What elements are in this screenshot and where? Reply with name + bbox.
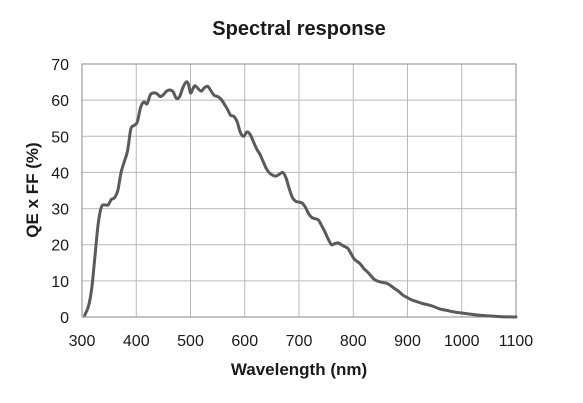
y-tick-label-60: 60 — [51, 93, 69, 110]
x-tick-label-900: 900 — [394, 333, 421, 350]
x-tick-label-400: 400 — [123, 333, 150, 350]
x-tick-label-1000: 1000 — [444, 333, 480, 350]
x-tick-label-300: 300 — [69, 333, 96, 350]
x-tick-label-600: 600 — [231, 333, 258, 350]
x-tick-label-800: 800 — [340, 333, 367, 350]
series-layer — [83, 80, 518, 319]
x-tick-label-1100: 1100 — [499, 333, 534, 350]
y-tick-label-50: 50 — [51, 129, 69, 146]
x-axis-tick-labels: 300 400 500 600 700 800 900 1000 1100 — [69, 333, 534, 350]
x-tick-label-500: 500 — [177, 333, 204, 350]
x-tick-label-700: 700 — [286, 333, 313, 350]
y-tick-label-20: 20 — [51, 238, 69, 255]
y-axis-label: QE x FF (%) — [23, 142, 42, 237]
series-line-0 — [83, 80, 518, 319]
chart-title: Spectral response — [212, 18, 385, 40]
x-axis-label: Wavelength (nm) — [231, 360, 367, 379]
plot-area-frame — [81, 63, 517, 318]
y-tick-label-0: 0 — [60, 310, 69, 327]
y-tick-label-10: 10 — [51, 274, 69, 291]
y-tick-label-40: 40 — [51, 165, 69, 182]
y-axis-tick-labels: 0 10 20 30 40 50 60 70 — [51, 57, 69, 327]
y-tick-label-30: 30 — [51, 202, 69, 219]
y-tick-label-70: 70 — [51, 57, 69, 74]
